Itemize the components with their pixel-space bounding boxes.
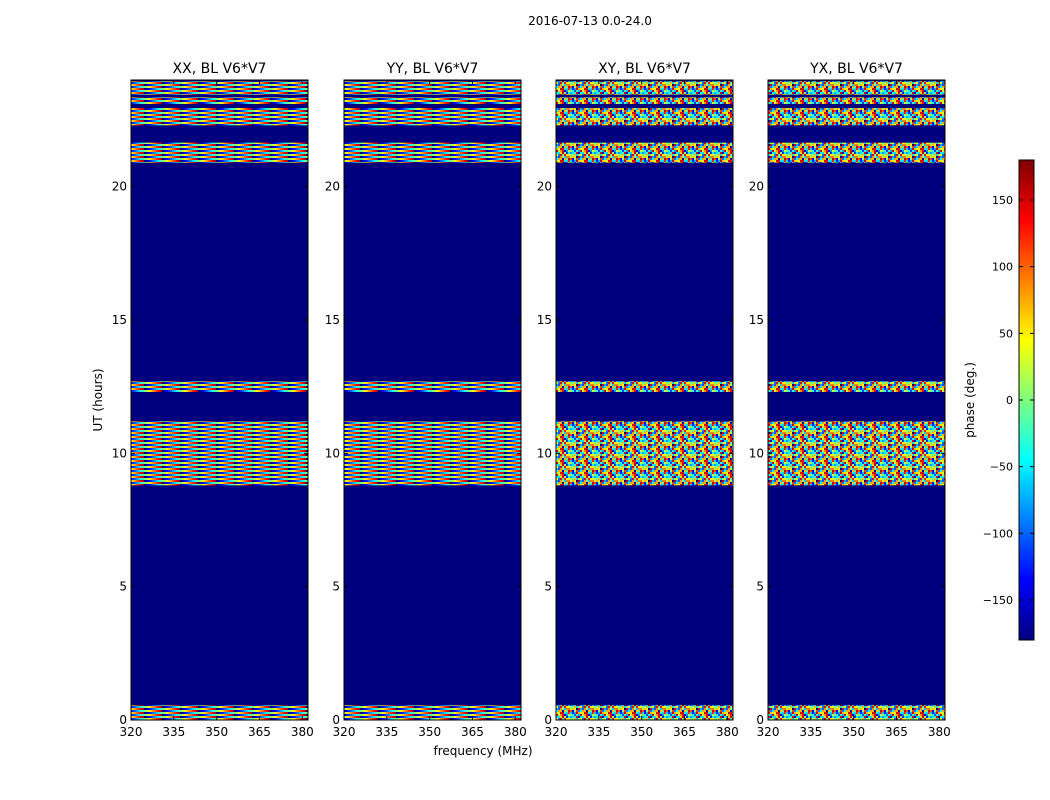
- panel-background: [768, 80, 945, 720]
- y-tick-label: 5: [544, 580, 552, 594]
- y-tick-label: 20: [112, 180, 127, 194]
- figure-title: 2016-07-13 0.0-24.0: [0, 14, 1050, 28]
- x-tick-label: 335: [587, 725, 610, 739]
- x-tick-label: 320: [333, 725, 356, 739]
- data-band: [344, 81, 521, 95]
- data-band: [556, 108, 733, 126]
- panel-title: YY, BL V6*V7: [386, 61, 479, 77]
- y-tick-label: 20: [325, 180, 340, 194]
- data-band: [556, 421, 733, 486]
- data-band: [556, 81, 733, 95]
- data-band: [131, 705, 308, 720]
- colorbar-tick-label: 100: [992, 261, 1013, 274]
- data-band: [344, 142, 521, 163]
- x-tick-label: 320: [757, 725, 780, 739]
- x-tick-label: 380: [716, 725, 739, 739]
- data-band: [344, 97, 521, 104]
- data-band: [768, 97, 945, 104]
- colorbar-tick-label: 150: [992, 194, 1013, 207]
- y-tick-label: 10: [537, 446, 552, 460]
- colorbar-tick-label: 50: [999, 327, 1013, 340]
- x-tick-label: 335: [799, 725, 822, 739]
- y-tick-label: 10: [749, 446, 764, 460]
- figure-title-text: 2016-07-13 0.0-24.0: [528, 14, 652, 28]
- data-band: [768, 421, 945, 486]
- y-tick-label: 0: [756, 713, 764, 727]
- panel-xy: XY, BL V6*V7 320 335 350 365 380 0 5 10 15 20: [537, 61, 739, 739]
- colorbar-tick-label: −100: [983, 527, 1013, 540]
- panel-frame: [130, 79, 309, 721]
- x-tick-label: 335: [375, 725, 398, 739]
- data-band: [556, 97, 733, 104]
- panel-background: [131, 80, 308, 720]
- colorbar-tick-label: −150: [983, 594, 1013, 607]
- x-axis-label: frequency (MHz): [433, 744, 532, 758]
- data-band: [131, 97, 308, 104]
- data-band: [768, 108, 945, 126]
- x-tick-label: 365: [461, 725, 484, 739]
- x-tick-label: 380: [928, 725, 951, 739]
- x-tick-label: 365: [673, 725, 696, 739]
- panel-yx: YX, BL V6*V7 320 335 350 365 380 0 5 10 15 20: [749, 61, 951, 739]
- data-band: [556, 381, 733, 392]
- x-tick-label: 350: [630, 725, 653, 739]
- data-band: [556, 142, 733, 163]
- x-tick-label: 320: [545, 725, 568, 739]
- panel-title: XY, BL V6*V7: [598, 61, 691, 77]
- x-tick-label: 365: [885, 725, 908, 739]
- x-tick-label: 365: [248, 725, 271, 739]
- data-band: [131, 381, 308, 392]
- colorbar-tick-label: 0: [1006, 394, 1013, 407]
- y-tick-label: 0: [332, 713, 340, 727]
- x-tick-label: 350: [842, 725, 865, 739]
- y-tick-label: 10: [325, 446, 340, 460]
- y-tick-label: 0: [544, 713, 552, 727]
- y-tick-label: 15: [325, 313, 340, 327]
- y-tick-label: 20: [537, 180, 552, 194]
- y-tick-label: 15: [749, 313, 764, 327]
- data-band: [344, 381, 521, 392]
- y-axis-label: UT (hours): [91, 368, 105, 431]
- x-tick-label: 380: [504, 725, 527, 739]
- data-band: [131, 81, 308, 95]
- data-band: [131, 108, 308, 126]
- x-tick-label: 350: [205, 725, 228, 739]
- x-tick-label: 320: [120, 725, 143, 739]
- data-band: [768, 705, 945, 720]
- panel-frame: [767, 79, 946, 721]
- data-band: [344, 705, 521, 720]
- colorbar-label: phase (deg.): [963, 362, 977, 438]
- panel-background: [344, 80, 521, 720]
- y-tick-label: 15: [537, 313, 552, 327]
- data-band: [344, 421, 521, 486]
- data-band: [131, 142, 308, 163]
- data-band: [768, 81, 945, 95]
- colorbar-tick-label: −50: [990, 461, 1013, 474]
- panel-yy: YY, BL V6*V7 320 335 350 365 380 0 5 10 15 20: [325, 61, 527, 739]
- y-tick-label: 0: [119, 713, 127, 727]
- y-tick-label: 5: [756, 580, 764, 594]
- data-band: [556, 705, 733, 720]
- data-band: [768, 381, 945, 392]
- y-tick-label: 10: [112, 446, 127, 460]
- data-band: [768, 142, 945, 163]
- data-band: [131, 421, 308, 486]
- panel-frame: [555, 79, 734, 721]
- panel-title: YX, BL V6*V7: [809, 61, 903, 77]
- x-tick-label: 335: [162, 725, 185, 739]
- panel-background: [556, 80, 733, 720]
- y-tick-label: 20: [749, 180, 764, 194]
- y-tick-label: 5: [332, 580, 340, 594]
- y-tick-label: 5: [119, 580, 127, 594]
- data-band: [344, 108, 521, 126]
- panel-title: XX, BL V6*V7: [173, 61, 267, 77]
- panel-xx: XX, BL V6*V7 320 335 350 365 380 0 5 10 15 20: [112, 61, 314, 739]
- panel-frame: [343, 79, 522, 721]
- x-tick-label: 350: [418, 725, 441, 739]
- x-tick-label: 380: [291, 725, 314, 739]
- y-tick-label: 15: [112, 313, 127, 327]
- colorbar: 150 100 50 0 −50 −100 −150 phase (deg.): [963, 159, 1035, 641]
